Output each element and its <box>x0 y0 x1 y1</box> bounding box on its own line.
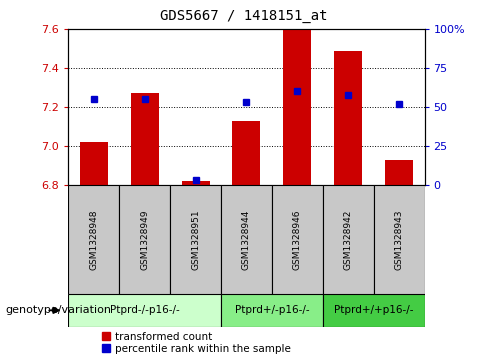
Bar <box>182 181 209 185</box>
Bar <box>272 185 323 294</box>
Bar <box>131 93 159 185</box>
Bar <box>284 29 311 185</box>
Bar <box>170 185 221 294</box>
Text: GSM1328942: GSM1328942 <box>344 209 353 270</box>
Text: GSM1328948: GSM1328948 <box>89 209 98 270</box>
Text: Ptprd+/-p16-/-: Ptprd+/-p16-/- <box>235 305 309 315</box>
Text: GDS5667 / 1418151_at: GDS5667 / 1418151_at <box>160 9 328 23</box>
Bar <box>68 294 221 327</box>
Bar <box>232 121 261 185</box>
Bar <box>119 185 170 294</box>
Bar <box>374 185 425 294</box>
Text: genotype/variation: genotype/variation <box>5 305 111 315</box>
Bar <box>334 50 362 185</box>
Legend: transformed count, percentile rank within the sample: transformed count, percentile rank withi… <box>102 332 290 354</box>
Bar <box>221 185 272 294</box>
Text: GSM1328951: GSM1328951 <box>191 209 200 270</box>
Text: Ptprd-/-p16-/-: Ptprd-/-p16-/- <box>110 305 180 315</box>
Bar <box>385 160 413 185</box>
Bar <box>323 294 425 327</box>
Bar <box>80 142 108 185</box>
Bar <box>68 185 119 294</box>
Bar <box>221 294 323 327</box>
Text: Ptprd+/+p16-/-: Ptprd+/+p16-/- <box>334 305 413 315</box>
Bar <box>323 185 374 294</box>
Text: GSM1328943: GSM1328943 <box>395 209 404 270</box>
Text: GSM1328949: GSM1328949 <box>140 209 149 270</box>
Text: GSM1328944: GSM1328944 <box>242 209 251 270</box>
Text: GSM1328946: GSM1328946 <box>293 209 302 270</box>
